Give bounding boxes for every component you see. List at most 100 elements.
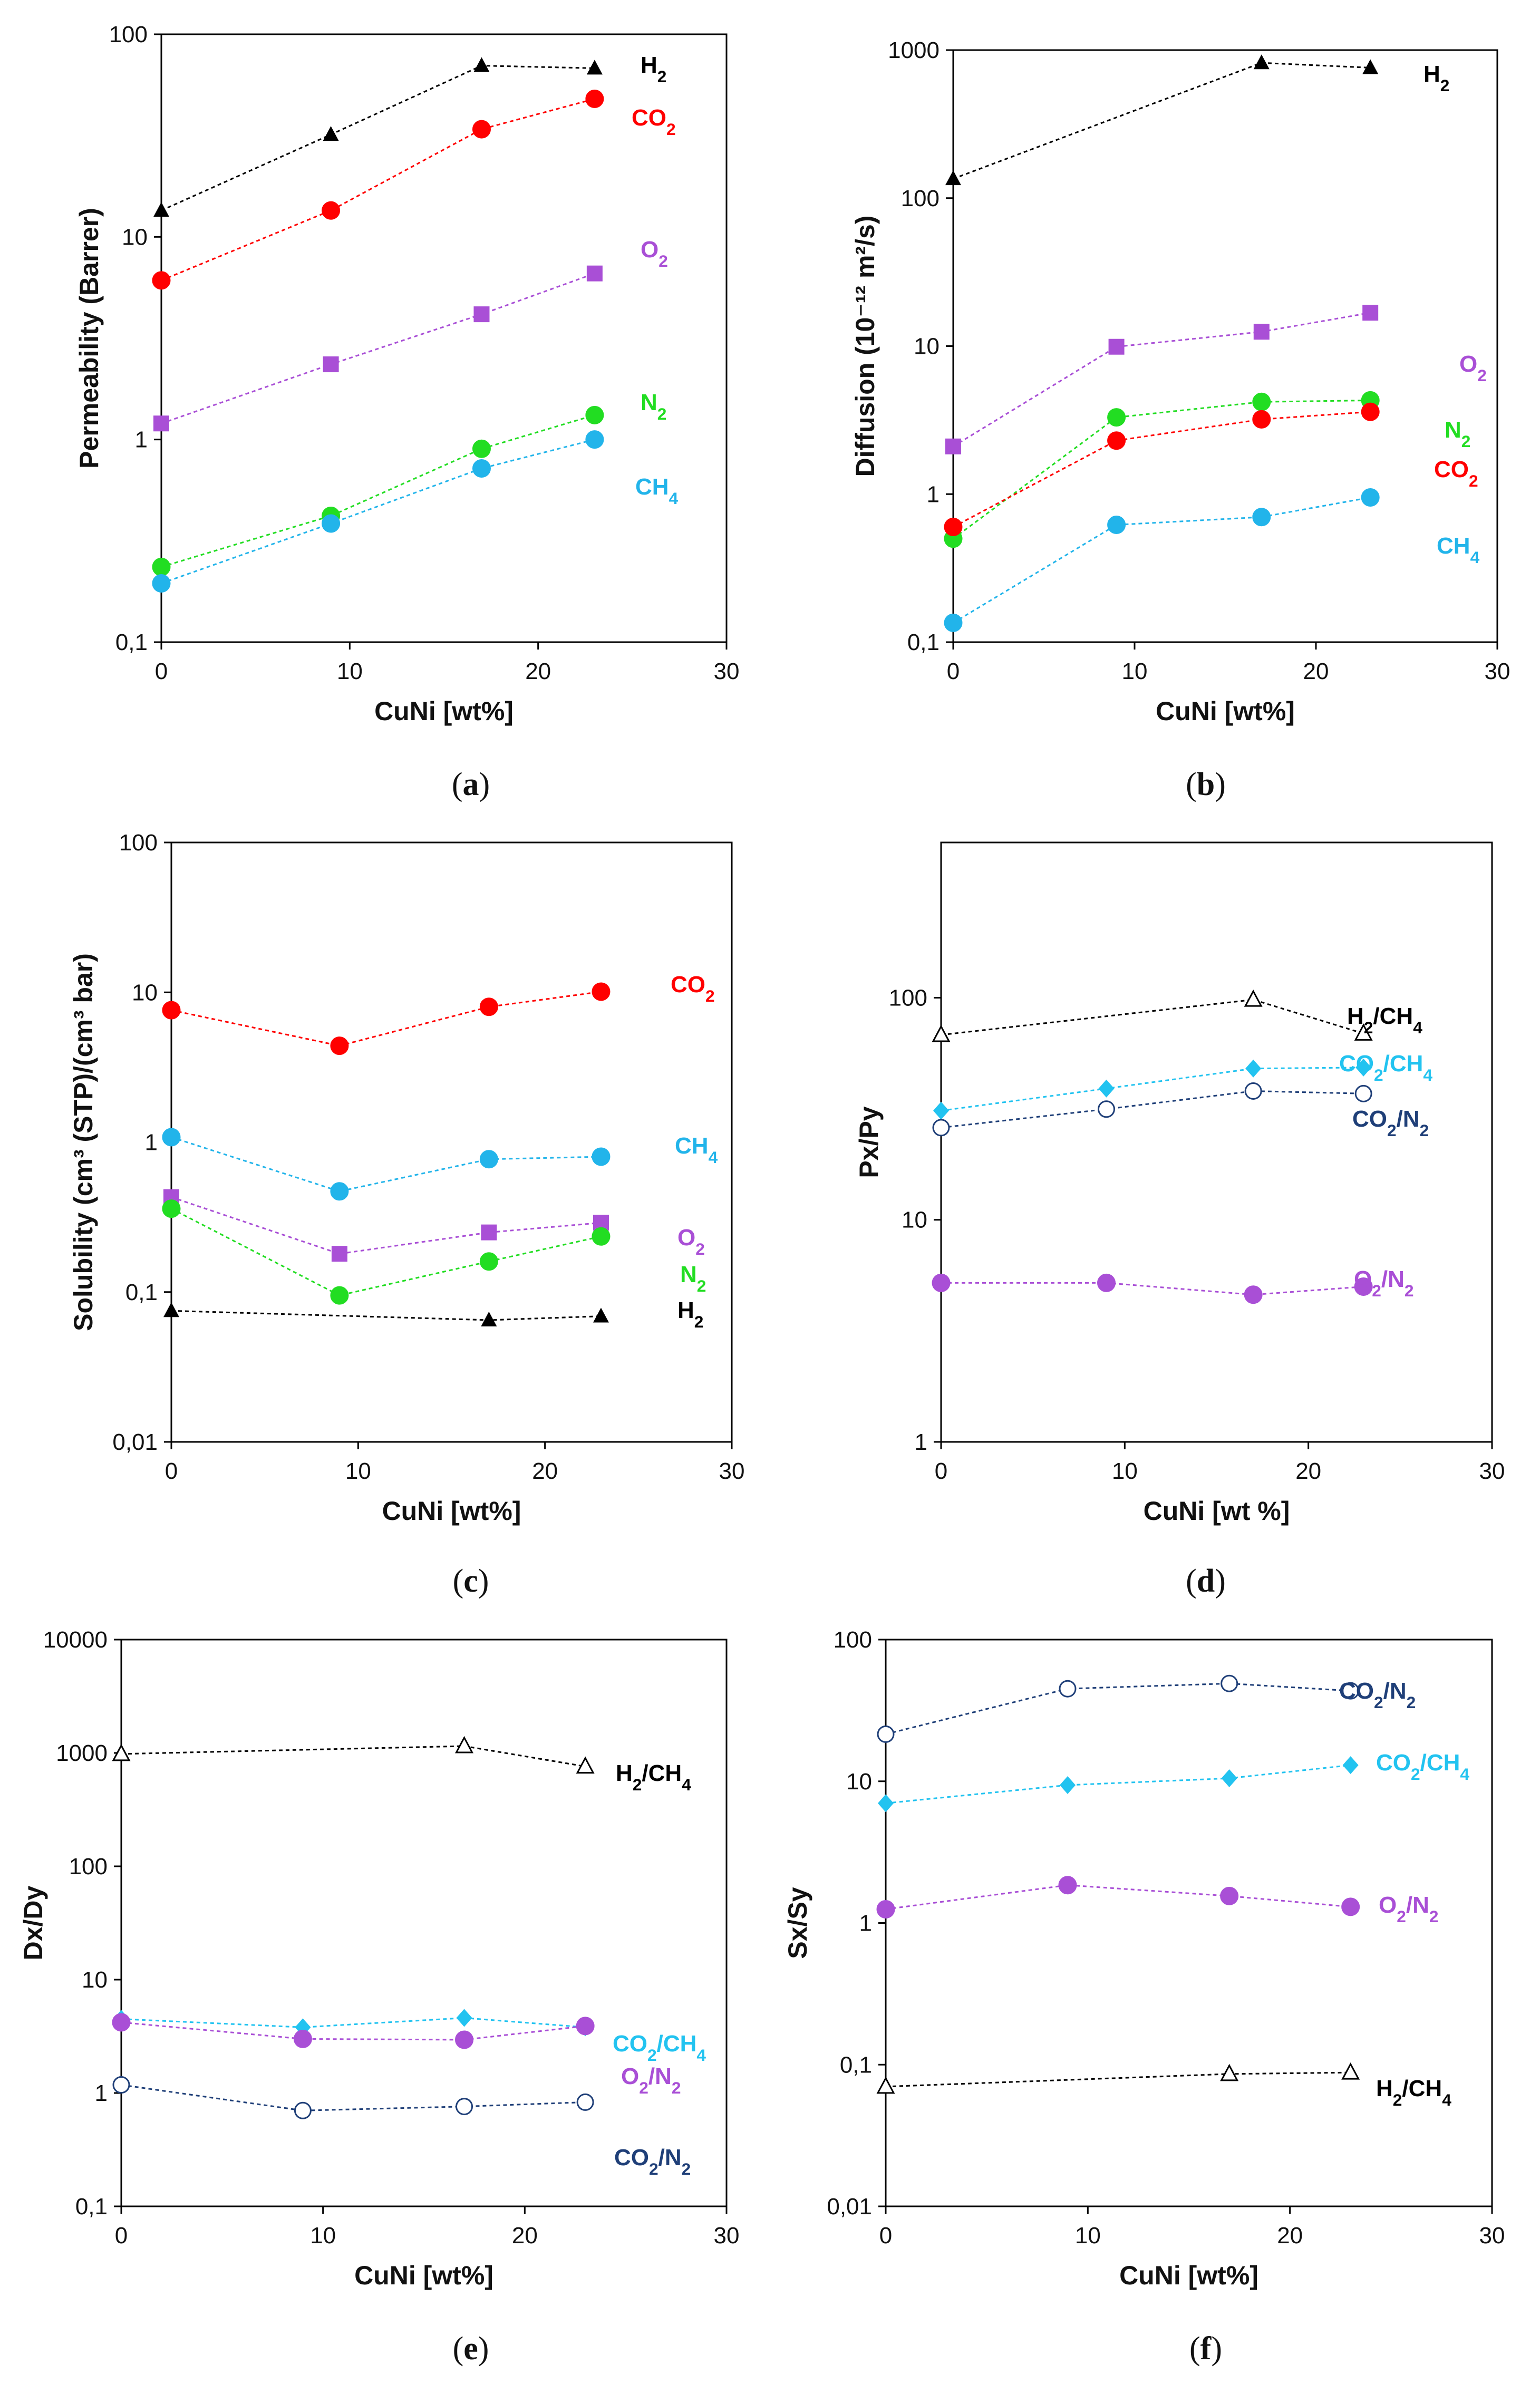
y-tick-label: 100 — [119, 830, 158, 856]
chart-panel-d: 0 10 20 30 1 10 100 CuNi [wt %] Px/Py H2/CH4 CO2/C… — [854, 841, 1505, 1526]
data-point-h2-ch4 — [1244, 989, 1263, 1007]
data-point-o2-n2 — [1341, 1897, 1360, 1916]
x-tick-label: 0 — [115, 2223, 128, 2249]
series-line-ch4 — [161, 439, 595, 584]
y-axis-title: Diffusion (10⁻¹² m²/s) — [850, 216, 880, 477]
data-point-o2 — [945, 438, 961, 454]
series-label-ch4: CH4 — [1437, 533, 1480, 567]
chart-panel-f: 0 10 20 30 0,01 0,1 1 10 100 CuNi [wt%] Sx/Sy CO2/N… — [783, 1627, 1505, 2290]
data-point-co2 — [592, 982, 611, 1001]
y-axis-title: Solubility (cm³ (STP)/(cm³ bar) — [69, 953, 98, 1331]
y-tick-label: 1000 — [888, 37, 940, 63]
y-tick-label: 1 — [927, 481, 940, 507]
data-point-h2 — [593, 1307, 609, 1323]
series-line-h2-ch4 — [941, 999, 1364, 1036]
x-tick-label: 0 — [165, 1458, 178, 1484]
x-tick-label: 20 — [532, 1458, 558, 1484]
x-axis-title: CuNi [wt%] — [374, 696, 514, 726]
data-point-h2 — [481, 1311, 497, 1326]
series-label-n2: N2 — [680, 1262, 706, 1295]
series-label-o2-n2: O2/N2 — [621, 2063, 681, 2097]
y-tick-label: 1 — [145, 1130, 158, 1156]
data-point-co2 — [162, 1001, 181, 1020]
caption-paren-open: ( — [1189, 2331, 1200, 2367]
panel-caption-f: (f) — [1189, 2330, 1222, 2368]
data-point-ch4 — [162, 1128, 181, 1147]
panel-caption-b: (b) — [1186, 766, 1226, 803]
y-tick-label: 10 — [846, 1769, 872, 1795]
x-tick-label: 30 — [1485, 658, 1510, 684]
series-line-o2-n2 — [885, 1884, 1351, 1910]
data-point-co2-ch4 — [1060, 1776, 1076, 1794]
data-point-o2-n2 — [293, 2029, 312, 2048]
data-point-co2-ch4 — [1098, 1079, 1115, 1098]
y-tick-label: 0,01 — [827, 2194, 872, 2220]
data-point-n2 — [585, 405, 604, 424]
series-label-co2-n2: CO2/N2 — [1339, 1678, 1416, 1712]
y-tick-label: 100 — [834, 1627, 872, 1653]
x-tick-label: 10 — [310, 2223, 336, 2249]
data-point-co2-n2 — [456, 2098, 473, 2116]
x-tick-label: 30 — [714, 658, 740, 684]
data-point-h2 — [163, 1302, 179, 1317]
y-tick-label: 0,1 — [907, 629, 940, 655]
series-label-ch4: CH4 — [635, 474, 679, 508]
data-point-co2-ch4 — [1245, 1059, 1262, 1078]
caption-letter: e — [463, 2331, 478, 2367]
data-point-o2-n2 — [1354, 1277, 1373, 1296]
data-point-co2-ch4 — [1355, 1058, 1372, 1077]
data-point-o2-n2 — [455, 2030, 474, 2049]
series-label-h2-ch4: H2/CH4 — [1347, 1003, 1422, 1037]
series-line-n2 — [953, 399, 1371, 539]
x-tick-label: 10 — [1075, 2223, 1101, 2249]
x-tick-label: 10 — [1112, 1458, 1138, 1484]
series-line-co2-n2 — [941, 1090, 1364, 1129]
series-label-co2-n2: CO2/N2 — [1352, 1106, 1429, 1140]
series-line-ch4 — [171, 1136, 601, 1193]
y-tick-label: 0,01 — [112, 1429, 158, 1455]
data-point-co2-n2 — [877, 1725, 895, 1743]
x-axis-title: CuNi [wt%] — [382, 1496, 521, 1526]
data-point-ch4 — [472, 459, 491, 478]
data-point-h2-ch4 — [932, 1024, 951, 1042]
series-label-h2: H2 — [1423, 61, 1449, 95]
data-point-co2 — [585, 90, 604, 109]
data-point-co2-n2 — [576, 2093, 594, 2111]
x-tick-label: 20 — [512, 2223, 538, 2249]
data-point-o2-n2 — [576, 2017, 595, 2036]
series-line-co2-n2 — [121, 2084, 586, 2111]
data-point-ch4 — [1361, 488, 1380, 507]
x-tick-label: 30 — [1479, 1458, 1505, 1484]
data-point-h2 — [945, 170, 961, 186]
data-point-h2 — [323, 126, 339, 141]
data-point-o2-n2 — [1244, 1285, 1263, 1304]
series-label-co2-ch4: CO2/CH4 — [1376, 1750, 1469, 1784]
series-line-h2-ch4 — [885, 2071, 1351, 2088]
series-label-co2: CO2 — [671, 972, 715, 1005]
y-tick-label: 100 — [901, 186, 940, 211]
data-point-co2 — [472, 120, 491, 139]
series-label-o2: O2 — [677, 1225, 705, 1258]
x-axis-title: CuNi [wt %] — [1144, 1496, 1290, 1526]
data-point-ch4 — [592, 1147, 611, 1166]
y-tick-label: 10 — [82, 1967, 108, 1993]
data-point-co2-n2 — [1098, 1100, 1115, 1118]
data-point-o2-n2 — [1097, 1273, 1116, 1292]
x-tick-label: 0 — [947, 658, 960, 684]
data-point-o2 — [323, 356, 339, 373]
series-line-co2-ch4 — [941, 1067, 1364, 1112]
caption-paren-close: ) — [478, 2331, 489, 2367]
data-point-co2-ch4 — [933, 1101, 949, 1120]
series-label-h2: H2 — [677, 1297, 703, 1331]
series-label-co2: CO2 — [1434, 457, 1478, 490]
data-point-o2 — [153, 415, 169, 432]
plot-frame — [952, 49, 1498, 643]
panel-caption-e: (e) — [453, 2330, 489, 2368]
x-tick-label: 10 — [1122, 658, 1148, 684]
series-line-co2 — [953, 411, 1371, 528]
data-point-o2 — [481, 1224, 497, 1241]
data-point-n2 — [1107, 408, 1126, 427]
caption-letter: d — [1196, 1563, 1215, 1599]
y-tick-label: 10000 — [43, 1627, 108, 1653]
